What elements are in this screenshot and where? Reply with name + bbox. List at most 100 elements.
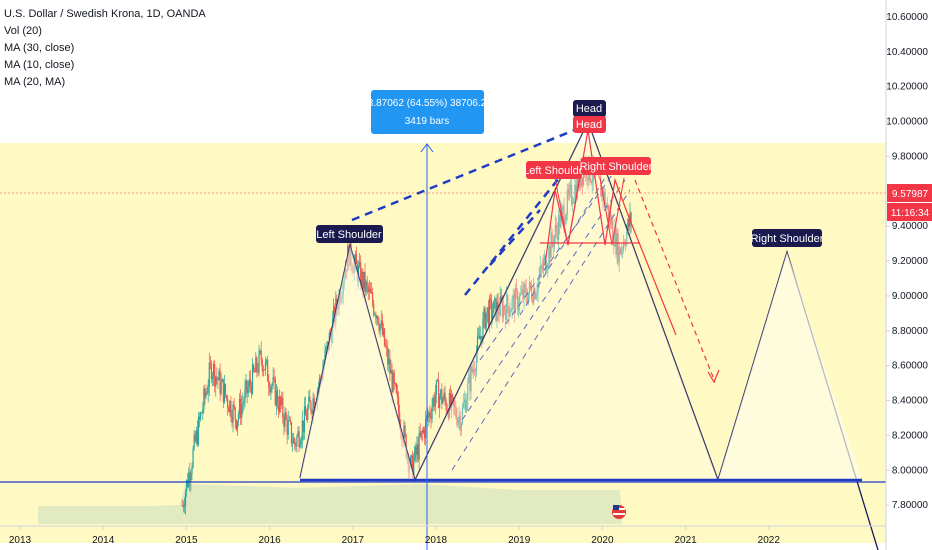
candle-body [604, 191, 606, 207]
candle-body [488, 298, 491, 326]
label-right-shoulder-small[interactable]: Right Shoulder [580, 157, 653, 175]
measure-box-line2: 3419 bars [405, 116, 449, 127]
candle-body [242, 403, 244, 405]
label-right-shoulder-small-text: Right Shoulder [580, 161, 653, 173]
candle-body [484, 308, 486, 329]
x-tick-label: 2020 [591, 535, 614, 546]
candle-body [370, 292, 373, 294]
candle-body [421, 431, 423, 433]
candle-body [460, 423, 462, 431]
indicator-ma30[interactable]: MA (30, close) [4, 42, 75, 54]
candle-body [261, 359, 263, 372]
candle-body [229, 400, 231, 413]
y-tick-label: 9.80000 [892, 151, 929, 162]
candle-body [572, 203, 574, 205]
candle-body [449, 393, 452, 408]
measure-arrow [420, 143, 434, 153]
countdown-badge-bg [887, 203, 932, 221]
candle-body [362, 271, 364, 290]
candle-body [479, 335, 481, 340]
candle-body [361, 271, 363, 287]
candle-body [302, 420, 304, 432]
candle-body [622, 242, 625, 250]
candle-body [625, 244, 627, 246]
candle-body [481, 336, 483, 343]
y-tick-label: 7.80000 [892, 500, 929, 511]
candle-body [494, 298, 496, 301]
candle-body [420, 431, 422, 437]
candle-body [294, 438, 296, 445]
candle-body [263, 369, 266, 371]
price-badge-price: 9.57987 [892, 189, 929, 200]
candle-body [571, 184, 573, 204]
range-highlight [0, 143, 886, 543]
candle-body [382, 328, 385, 335]
candle-body [213, 363, 215, 377]
candle-body [389, 358, 391, 374]
candle-body [569, 184, 572, 188]
candle-body [508, 306, 510, 317]
label-left-shoulder-small[interactable]: Left Shoulde [523, 161, 585, 179]
x-tick-label: 2018 [425, 535, 448, 546]
candle-body [300, 439, 302, 445]
candle-body [216, 376, 218, 379]
chart-legend: U.S. Dollar / Swedish Krona, 1D, OANDA V… [4, 6, 206, 91]
label-head-big[interactable]: Head [573, 100, 606, 117]
candle-body [277, 405, 280, 412]
candle-body [587, 177, 589, 181]
candle-body [612, 219, 614, 240]
indicator-vol[interactable]: Vol (20) [4, 25, 42, 37]
candle-body [394, 383, 396, 385]
candle-body [536, 292, 538, 296]
candle-body [524, 284, 526, 288]
candle-body [453, 397, 455, 406]
candle-body [465, 399, 467, 412]
candle-body [417, 444, 419, 460]
candle-body [187, 480, 189, 487]
candle-body [206, 392, 208, 394]
candle-body [269, 386, 271, 393]
candle-body [425, 418, 427, 438]
us-flag-icon[interactable] [612, 505, 626, 519]
candle-body [495, 298, 497, 321]
candle-body [477, 335, 480, 337]
candle-body [619, 247, 621, 255]
candle-body [527, 292, 529, 304]
candle-body [441, 389, 443, 404]
label-left-shoulder-big[interactable]: Left Shoulder [316, 225, 383, 243]
candle-body [192, 448, 194, 468]
candle-body [364, 271, 366, 292]
symbol-title[interactable]: U.S. Dollar / Swedish Krona, 1D, OANDA [4, 8, 206, 20]
candle-body [523, 284, 525, 300]
label-head-small[interactable]: Head [573, 116, 606, 133]
candle-body [392, 372, 394, 393]
candle-body [605, 205, 607, 207]
candle-body [308, 396, 310, 409]
indicator-ma20[interactable]: MA (20, MA) [4, 76, 66, 88]
label-right-shoulder-big[interactable]: Right Shoulder [751, 229, 824, 247]
candle-body [607, 204, 609, 220]
candle-body [528, 282, 531, 293]
y-tick-label: 10.00000 [886, 117, 928, 128]
candle-body [253, 364, 255, 371]
candle-body [205, 392, 207, 397]
candle-body [427, 415, 429, 418]
candle-body [564, 221, 566, 225]
candle-body [530, 288, 533, 300]
candle-body [264, 361, 267, 370]
candle-body [618, 247, 620, 263]
candle-body [282, 397, 284, 418]
candle-body [325, 347, 327, 351]
indicator-ma10[interactable]: MA (10, close) [4, 59, 75, 71]
candle-body [270, 386, 272, 393]
candle-body [399, 412, 401, 428]
candle-body [391, 369, 393, 393]
candle-body [248, 379, 250, 388]
candle-body [628, 219, 630, 227]
candle-body [363, 271, 365, 290]
candle-body [429, 412, 431, 417]
candle-body [258, 351, 260, 373]
measure-box[interactable]: 3.87062 (64.55%) 38706.2 3419 bars [368, 90, 487, 134]
candle-body [296, 436, 298, 447]
